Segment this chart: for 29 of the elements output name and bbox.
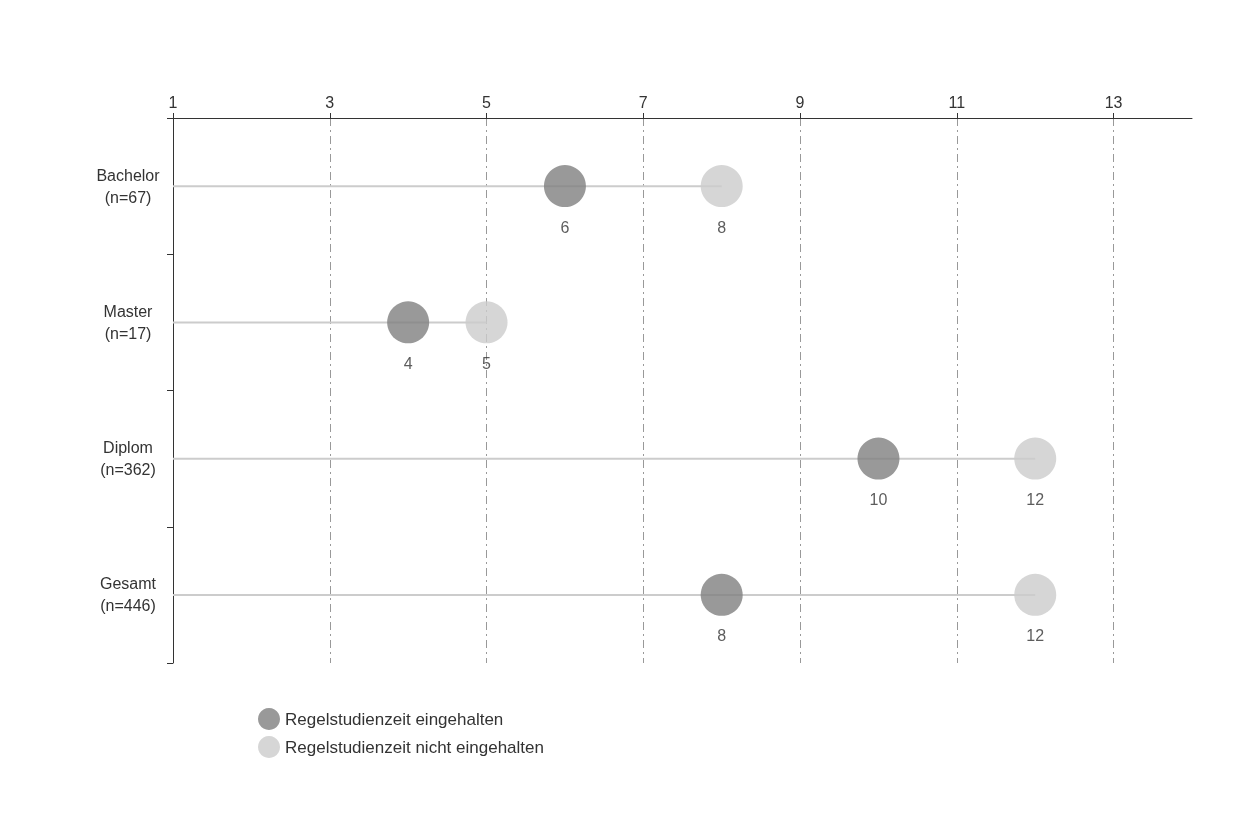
point: [387, 301, 430, 344]
data-label: 6: [560, 218, 570, 236]
y-tick-label: Gesamt (n=446): [99, 575, 157, 615]
y-tick-label: Master (n=17): [103, 302, 154, 342]
y-tick-label: Diplom (n=362): [100, 439, 156, 479]
point: [700, 573, 743, 616]
y-tick-label: Bachelor (n=67): [96, 166, 161, 206]
x-tick-label: 11: [948, 93, 966, 111]
x-tick-label: 7: [638, 93, 648, 111]
point: [857, 437, 900, 480]
data-label: 12: [1026, 491, 1045, 509]
point: [1014, 573, 1057, 616]
legend-label: Regelstudienzeit nicht eingehalten: [285, 737, 544, 757]
data-label: 8: [717, 627, 727, 645]
data-label: 12: [1026, 627, 1045, 645]
point: [700, 165, 743, 208]
point: [1014, 437, 1057, 480]
point: [465, 301, 508, 344]
data-label: 5: [482, 354, 492, 372]
data-label: 8: [717, 218, 727, 236]
data-label: 4: [403, 354, 413, 372]
x-tick-label: 5: [482, 93, 492, 111]
data-label: 10: [869, 491, 888, 509]
x-tick-label: 3: [325, 93, 335, 111]
legend-label: Regelstudienzeit eingehalten: [285, 709, 504, 729]
x-tick-label: 9: [795, 93, 805, 111]
x-tick-label: 1: [168, 93, 178, 111]
x-tick-label: 13: [1104, 93, 1123, 111]
point: [543, 165, 586, 208]
